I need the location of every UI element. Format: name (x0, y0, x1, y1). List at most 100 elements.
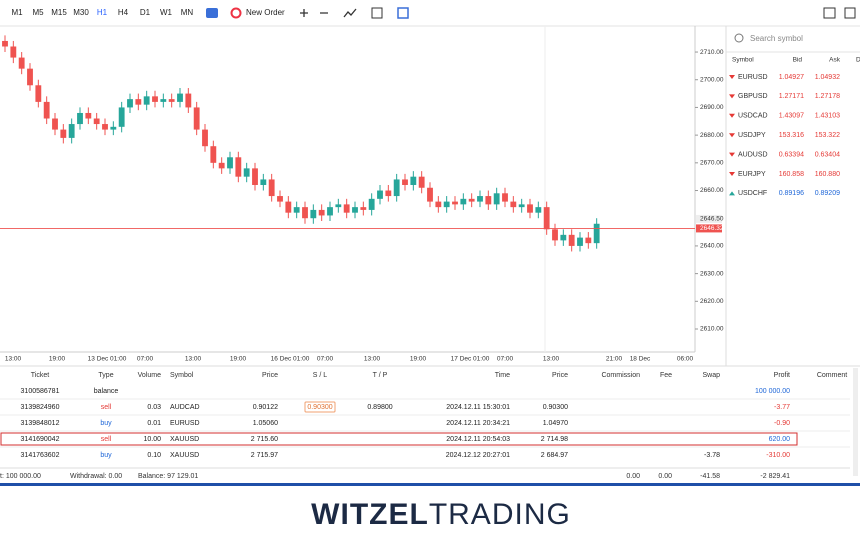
symbol[interactable]: USDCHF (738, 190, 767, 197)
symbol[interactable]: USDJPY (738, 132, 766, 139)
timeframe[interactable]: MN (181, 8, 194, 17)
trend-arrow (729, 94, 735, 99)
candle-body (43, 101, 50, 119)
cell: 1.05060 (253, 420, 278, 427)
timeframe[interactable]: W1 (160, 8, 173, 17)
candle-body (502, 193, 508, 202)
cell: -310.00 (766, 452, 790, 459)
cell: 2024.12.11 20:54:03 (446, 436, 510, 443)
candle-body (410, 176, 417, 185)
candle-body (285, 201, 292, 213)
watchlist-header: Symbol (732, 57, 754, 64)
x-tick-label: 19:00 (410, 356, 427, 363)
y-tick-label: 2670.00 (700, 160, 724, 167)
y-tick-label: 2640.00 (700, 243, 724, 250)
template-icon[interactable] (371, 7, 383, 19)
cell: buy (100, 452, 112, 459)
candle-body (93, 118, 100, 125)
trend-arrow (729, 133, 735, 138)
candle-body (202, 129, 208, 147)
candle-body (402, 179, 408, 185)
candle-body (260, 179, 267, 185)
timeframe[interactable]: M30 (73, 8, 89, 17)
ask-label: 2646.50 (700, 216, 724, 223)
x-tick-label: 21:00 (606, 356, 623, 363)
cell: sell (101, 436, 112, 443)
candle-body (235, 157, 242, 177)
cell: 2 684.97 (541, 452, 568, 459)
cell: 2024.12.11 20:34:21 (446, 420, 510, 427)
trend-arrow (729, 152, 735, 157)
cell: -3.78 (704, 452, 720, 459)
bid-tag (696, 224, 722, 233)
indicator-icon[interactable] (343, 8, 357, 18)
search-icon[interactable] (734, 33, 744, 43)
cell: 0.90300 (307, 404, 332, 411)
cell: 3139848012 (21, 420, 60, 427)
scrollbar[interactable] (853, 368, 858, 476)
bid: 153.316 (779, 132, 804, 139)
x-tick-label: 07:00 (137, 356, 154, 363)
symbol[interactable]: EURUSD (738, 74, 768, 81)
timeframe[interactable]: D1 (140, 8, 151, 17)
logo-bold: WITZEL (311, 498, 429, 531)
symbol[interactable]: AUDUSD (738, 151, 768, 158)
candle-body (168, 99, 175, 102)
candle-body (327, 207, 333, 216)
footer-profit: -2 829.41 (760, 473, 790, 480)
timeframe[interactable]: H1 (97, 8, 108, 17)
candle-body (293, 207, 300, 213)
ask: 1.27178 (815, 93, 840, 100)
search-input[interactable]: Search symbol (750, 34, 803, 43)
timeframe[interactable]: M15 (51, 8, 67, 17)
candle-body (60, 129, 67, 138)
candle-body (577, 237, 583, 246)
x-tick-label: 16 Dec 01:00 (271, 356, 310, 363)
candle-body (593, 223, 600, 244)
x-tick-label: 13:00 (364, 356, 381, 363)
symbol[interactable]: USDCAD (738, 113, 768, 120)
candle-body (152, 96, 158, 102)
zoom-icons[interactable] (300, 9, 328, 17)
candle-body (343, 204, 350, 213)
cell: 2024.12.12 20:27:01 (446, 452, 510, 459)
ask: 160.880 (815, 171, 840, 178)
candle-body (443, 201, 450, 208)
candle-body (210, 146, 217, 163)
x-tick-label: 07:00 (497, 356, 514, 363)
trend-arrow (729, 191, 735, 196)
candle-body (477, 196, 483, 202)
candle-body (277, 196, 283, 202)
y-tick-label: 2710.00 (700, 49, 724, 56)
candle-body (418, 176, 425, 188)
icon[interactable] (206, 8, 218, 18)
column-header: Commission (601, 372, 640, 379)
candle-body (102, 124, 108, 130)
cell: 3141763602 (21, 452, 60, 459)
logo: WITZELTRADING (311, 498, 571, 531)
column-header: Ticket (31, 372, 49, 379)
screenshot-icon[interactable] (823, 7, 836, 19)
cell: 0.90122 (253, 404, 278, 411)
symbol[interactable]: EURJPY (738, 171, 766, 178)
timeframe[interactable]: H4 (118, 8, 129, 17)
candle-body (68, 124, 75, 138)
timeframe[interactable]: M5 (32, 8, 44, 17)
new-order[interactable]: New Order (246, 8, 285, 17)
cell: 3139824960 (21, 404, 60, 411)
watchlist-header: Ask (829, 57, 841, 64)
symbol[interactable]: GBPUSD (738, 93, 768, 100)
x-tick-label: 19:00 (230, 356, 247, 363)
cell: EURUSD (170, 420, 200, 427)
candle-body (177, 93, 183, 102)
y-tick-label: 2690.00 (700, 104, 724, 111)
cell: -0.90 (774, 420, 790, 427)
footer-fee: 0.00 (658, 473, 672, 480)
new-order-icon[interactable] (230, 7, 242, 19)
candle-body (143, 96, 150, 105)
candle-body (377, 190, 383, 199)
timeframe[interactable]: M1 (11, 8, 23, 17)
fullscreen-icon[interactable] (844, 7, 856, 19)
layout-icon[interactable] (397, 7, 409, 19)
x-tick-label: 07:00 (317, 356, 334, 363)
